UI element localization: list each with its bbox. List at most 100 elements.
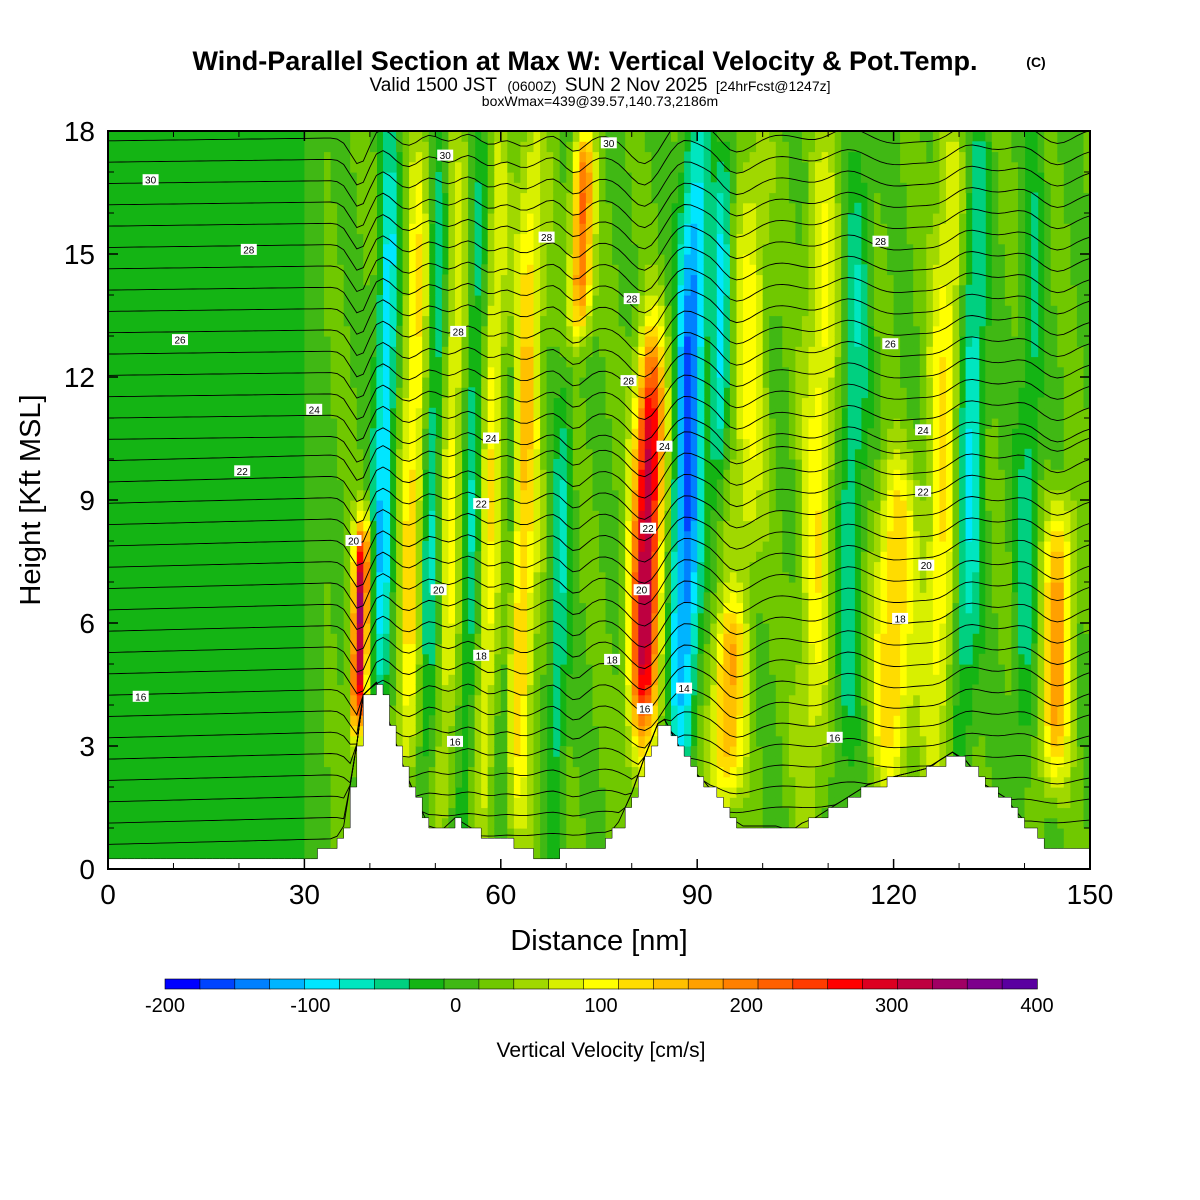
velocity-cell [585,315,593,327]
velocity-cell [631,551,639,563]
velocity-cell [788,797,796,809]
velocity-cell [559,489,567,501]
velocity-cell [435,602,443,614]
velocity-cell [435,500,443,511]
velocity-cell [494,746,502,757]
velocity-cell [481,561,489,573]
velocity-cell [383,561,391,573]
velocity-cell [507,233,515,245]
velocity-cell [729,397,737,409]
velocity-cell [756,141,764,153]
velocity-cell [599,612,607,624]
velocity-cell [494,633,502,645]
velocity-cell [775,551,783,563]
velocity-cell [651,233,659,245]
velocity-cell [337,254,345,265]
velocity-cell [324,541,332,552]
velocity-cell [527,172,535,183]
velocity-cell [743,151,751,163]
velocity-cell [612,264,620,276]
velocity-cell [494,766,502,778]
velocity-cell [716,346,724,358]
velocity-cell [441,366,449,378]
velocity-cell [494,377,502,388]
velocity-cell [599,438,607,450]
velocity-cell [769,725,777,737]
velocity-cell [677,735,685,747]
velocity-cell [769,264,777,276]
velocity-cell [396,500,404,511]
velocity-cell [435,735,443,747]
velocity-cell [612,500,620,511]
velocity-cell [494,295,502,306]
velocity-cell [677,233,685,245]
velocity-cell [756,459,764,470]
velocity-cell [710,223,718,235]
velocity-cell [468,582,476,593]
velocity-cell [494,305,502,317]
velocity-cell [697,213,705,224]
velocity-cell [775,817,783,829]
velocity-cell [441,541,449,552]
velocity-cell [533,243,541,255]
velocity-cell [572,213,580,224]
velocity-cell [310,592,318,604]
velocity-cell [716,438,724,450]
velocity-cell [729,448,737,460]
velocity-cell [566,694,574,706]
velocity-cell [664,469,672,481]
velocity-cell [585,459,593,470]
velocity-cell [317,151,325,163]
velocity-cell [461,213,469,224]
velocity-cell [664,233,672,245]
velocity-cell [690,213,698,224]
velocity-cell [455,664,463,675]
velocity-cell [422,243,430,255]
velocity-cell [527,510,535,522]
velocity-cell [415,233,423,245]
velocity-cell [330,202,338,214]
velocity-cell [310,315,318,327]
velocity-cell [448,551,456,563]
velocity-cell [762,448,770,460]
velocity-cell [356,725,364,737]
velocity-cell [612,746,620,757]
velocity-cell [559,202,567,214]
velocity-cell [363,561,371,573]
velocity-cell [317,469,325,481]
velocity-cell [605,623,613,634]
velocity-cell [494,366,502,378]
velocity-cell [448,643,456,655]
velocity-cell [317,571,325,583]
velocity-cell [363,356,371,368]
velocity-cell [710,274,718,286]
velocity-cell [716,172,724,183]
velocity-cell [435,182,443,194]
velocity-cell [376,448,384,460]
velocity-cell [579,315,587,327]
velocity-cell [697,336,705,347]
velocity-cell [618,520,626,532]
velocity-cell [337,643,345,655]
velocity-cell [546,612,554,624]
velocity-cell [697,141,705,153]
velocity-cell [409,684,417,696]
velocity-cell [435,243,443,255]
velocity-cell [612,213,620,224]
velocity-cell [409,346,417,358]
velocity-cell [474,694,482,706]
velocity-cell [435,797,443,809]
velocity-cell [729,315,737,327]
velocity-cell [494,387,502,399]
velocity-cell [494,202,502,214]
velocity-cell [474,817,482,829]
velocity-cell [769,684,777,696]
velocity-cell [527,602,535,614]
velocity-cell [762,694,770,706]
velocity-cell [448,756,456,768]
velocity-cell [697,674,705,686]
velocity-cell [533,387,541,399]
velocity-cell [585,489,593,501]
velocity-cell [448,633,456,645]
velocity-cell [729,787,737,798]
